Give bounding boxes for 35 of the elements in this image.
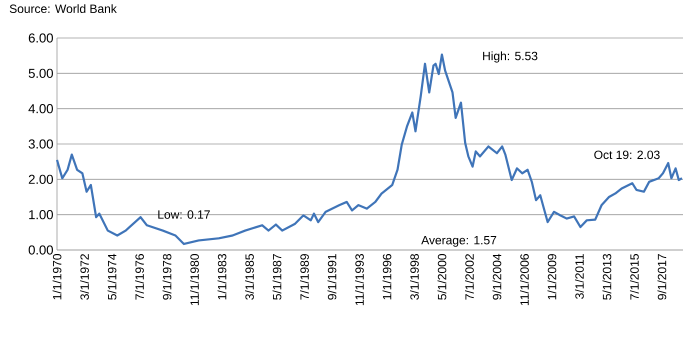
y-tick-label: 0.00 xyxy=(28,245,53,255)
x-tick-label: 11/1/1993 xyxy=(355,254,364,306)
y-tick-label: 3.00 xyxy=(28,139,53,149)
x-tick-label: 9/1/2004 xyxy=(492,254,502,300)
x-tick-label: 11/1/1980 xyxy=(190,254,199,306)
annotation: High: 5.53 xyxy=(483,51,538,63)
y-tick-label: 6.00 xyxy=(28,33,53,43)
annotation: Low: 0.17 xyxy=(158,210,210,219)
x-tick-label: 7/1/2002 xyxy=(465,254,474,300)
x-tick-label: 11/1/2006 xyxy=(520,254,529,306)
x-tick-label: 3/1/1998 xyxy=(410,254,419,300)
x-tick-label: 5/1/2000 xyxy=(438,254,446,300)
annotation: Average: 1.57 xyxy=(421,236,496,247)
x-tick-label: 5/1/1987 xyxy=(272,254,282,300)
x-tick-label: 9/1/2017 xyxy=(657,254,666,300)
x-tick-label: 1/1/1970 xyxy=(52,254,62,300)
x-tick-label: 3/1/1972 xyxy=(80,254,89,300)
x-tick-label: 1/1/2009 xyxy=(547,254,556,300)
annotation: Oct 19: 2.03 xyxy=(594,150,660,160)
x-tick-label: 9/1/1991 xyxy=(328,254,336,300)
x-tick-label: 5/1/1974 xyxy=(108,254,116,300)
y-tick-label: 4.00 xyxy=(28,104,53,114)
source-note: Source: World Bank xyxy=(10,4,117,13)
x-tick-label: 7/1/2015 xyxy=(630,254,639,300)
y-tick-label: 2.00 xyxy=(28,174,53,184)
x-tick-label: 5/1/2013 xyxy=(602,254,612,300)
y-tick-label: 5.00 xyxy=(28,68,53,78)
x-tick-label: 3/1/1985 xyxy=(245,254,254,300)
x-tick-label: 1/1/1983 xyxy=(218,254,226,300)
x-tick-label: 3/1/2011 xyxy=(574,254,584,299)
x-tick-label: 1/1/1996 xyxy=(382,254,392,300)
y-tick-label: 1.00 xyxy=(29,210,53,220)
x-tick-label: 7/1/1976 xyxy=(135,254,144,300)
x-tick-label: 7/1/1989 xyxy=(300,254,309,300)
x-tick-label: 9/1/1978 xyxy=(162,254,172,300)
